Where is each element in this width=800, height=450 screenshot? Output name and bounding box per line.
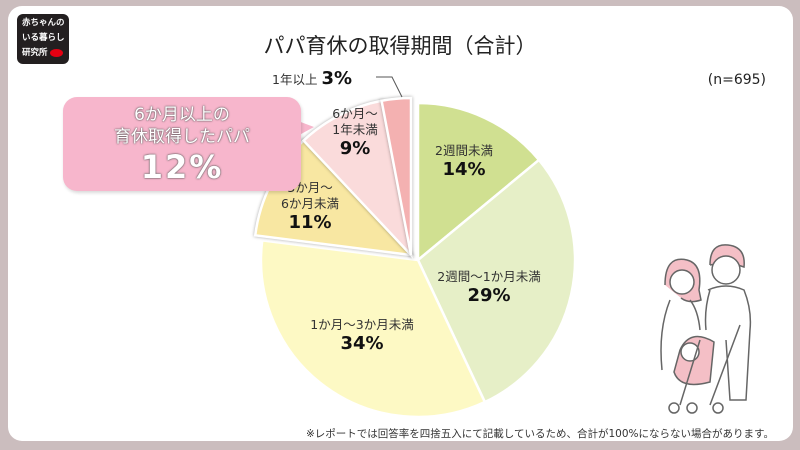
label-slice-5: 6か月～ 1年未満 9% [332,106,378,159]
label-slice-6: 1年以上 3% [272,68,353,89]
logo-line: いる暮らし [22,33,65,43]
leader-line [376,76,403,98]
logo-line: 赤ちゃんの [22,18,65,28]
sample-size: (n=695) [707,72,766,88]
pie-slice-6 [380,96,413,256]
label-slice-3: 1か月～3か月未満 34% [310,317,414,354]
callout-box: 6か月以上の 育休取得したパパ 12% [63,97,301,191]
logo: 赤ちゃんの いる暮らし 研究所 [17,14,69,64]
pie-slice-1 [416,101,541,263]
logo-mark-icon [49,48,63,57]
family-stroller-illustration [660,244,752,414]
label-slice-1: 2週間未満 14% [435,143,493,180]
label-slice-2: 2週間～1か月未満 29% [437,269,541,306]
logo-line: 研究所 [22,48,48,58]
label-slice-4: 3か月～ 6か月未満 11% [281,180,339,233]
footnote: ※レポートでは回答率を四捨五入にて記載しているため、合計が100%にならない場合… [306,428,774,440]
pie-slice-3 [259,238,487,419]
chart-title: パパ育休の取得期間（合計） [263,34,537,58]
